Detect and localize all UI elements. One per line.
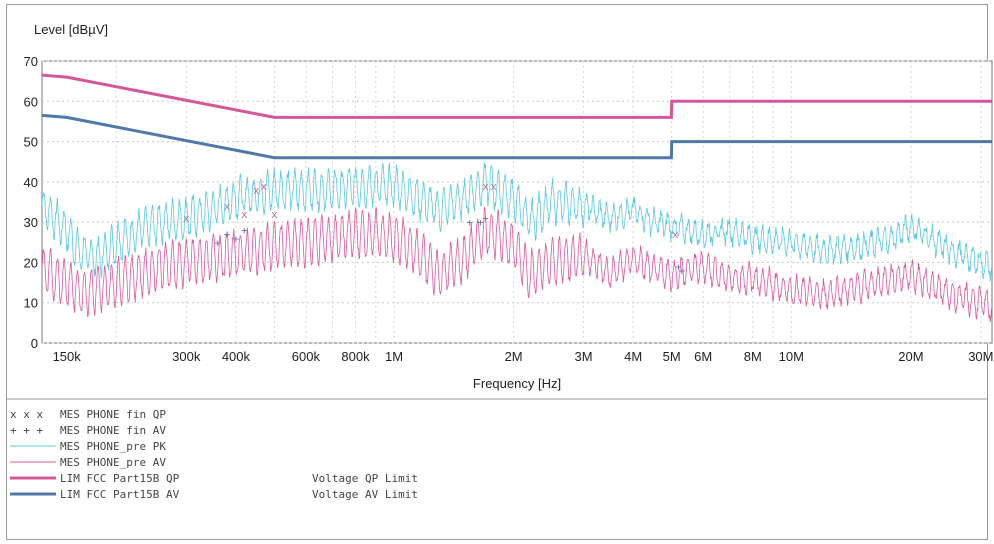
legend-label: MES PHONE fin AV [60, 424, 166, 437]
y-tick-label: 10 [24, 296, 38, 311]
legend-label: LIM FCC Part15B QP [60, 472, 180, 485]
y-tick-label: 0 [31, 336, 38, 351]
marker-qp: x [253, 184, 260, 197]
marker-av: + [466, 216, 473, 229]
marker-av: + [241, 224, 248, 237]
marker-qp: x [260, 180, 267, 193]
series-line-phone-pre-pk [42, 162, 992, 282]
marker-av: + [678, 264, 685, 277]
y-tick-label: 70 [24, 54, 38, 69]
marker-qp: x [271, 208, 278, 221]
legend-symbol-x: x x x [10, 408, 43, 421]
marker-qp: x [183, 212, 190, 225]
legend-symbol-plus: + + + [10, 424, 43, 437]
x-tick-label: 30M [968, 349, 993, 364]
y-tick-label: 30 [24, 215, 38, 230]
x-tick-label: 3M [575, 349, 593, 364]
x-tick-label: 600k [292, 349, 321, 364]
marker-qp: x [224, 200, 231, 213]
x-tick-label: 8M [744, 349, 762, 364]
x-tick-label: 5M [663, 349, 681, 364]
legend-label: MES PHONE_pre PK [60, 440, 166, 453]
marker-av: + [224, 228, 231, 241]
y-tick-label: 50 [24, 135, 38, 150]
legend-extra: Voltage QP Limit [312, 472, 418, 485]
legend: x x x MES PHONE fin QP + + + MES PHONE fin … [10, 408, 418, 501]
legend-label: MES PHONE fin QP [60, 408, 166, 421]
x-tick-label: 4M [624, 349, 642, 364]
x-tick-label: 150k [53, 349, 82, 364]
marker-av: + [233, 232, 240, 245]
x-tick-label: 1M [385, 349, 403, 364]
x-tick-label: 300k [172, 349, 201, 364]
x-tick-label: 20M [898, 349, 923, 364]
x-tick-label: 2M [505, 349, 523, 364]
legend-extra: Voltage AV Limit [312, 488, 418, 501]
marker-av: + [482, 212, 489, 225]
marker-av: + [214, 236, 221, 249]
y-tick-label: 20 [24, 255, 38, 270]
marker-qp: x [482, 180, 489, 193]
x-tick-label: 800k [341, 349, 370, 364]
legend-label: MES PHONE_pre AV [60, 456, 166, 469]
x-tick-label: 6M [694, 349, 712, 364]
x-tick-label: 10M [779, 349, 804, 364]
marker-qp: x [672, 228, 679, 241]
marker-qp: x [490, 180, 497, 193]
x-tick-label: 400k [222, 349, 251, 364]
y-axis-label: Level [dBµV] [34, 22, 108, 37]
series-line-qp-limit [42, 73, 992, 119]
plot-area: 0 10 20 30 40 50 60 70 150k 300k 400k 600k 800k 1M 2M 3… [24, 54, 994, 364]
y-tick-label: 60 [24, 94, 38, 109]
y-tick-label: 40 [24, 175, 38, 190]
series-line-phone-pre-av [42, 206, 992, 322]
marker-av: + [477, 216, 484, 229]
legend-label: LIM FCC Part15B AV [60, 488, 180, 501]
marker-av: + [675, 260, 682, 273]
plot-background [41, 60, 993, 344]
x-axis-label: Frequency [Hz] [473, 376, 561, 391]
marker-qp: x [241, 208, 248, 221]
series-line-av-limit [42, 113, 992, 160]
